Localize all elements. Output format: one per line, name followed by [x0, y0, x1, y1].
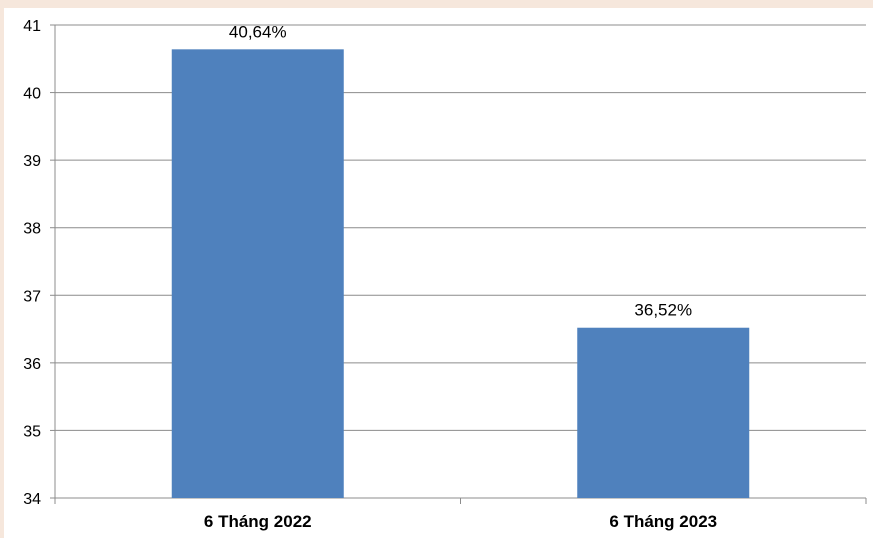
x-category-label: 6 Tháng 2023: [609, 512, 717, 531]
y-tick-label: 34: [23, 491, 41, 508]
bar: [577, 327, 750, 498]
bar: [171, 49, 344, 498]
x-category-label: 6 Tháng 2022: [204, 512, 312, 531]
y-tick-label: 41: [23, 18, 41, 35]
y-tick-label: 36: [23, 356, 41, 373]
data-label: 40,64%: [229, 22, 287, 41]
y-tick-label: 38: [23, 221, 41, 238]
chart-area: 34 35 36 37 38 39 40 41 40,64% 6 Tháng 2022 36,52%…: [4, 8, 873, 538]
y-tick-label: 40: [23, 86, 41, 103]
bar-chart: 34 35 36 37 38 39 40 41 40,64% 6 Tháng 2022 36,52%…: [23, 18, 867, 531]
y-tick-label: 37: [23, 288, 41, 305]
data-label: 36,52%: [634, 301, 692, 320]
y-tick-label: 39: [23, 153, 41, 170]
y-tick-label: 35: [23, 423, 41, 440]
